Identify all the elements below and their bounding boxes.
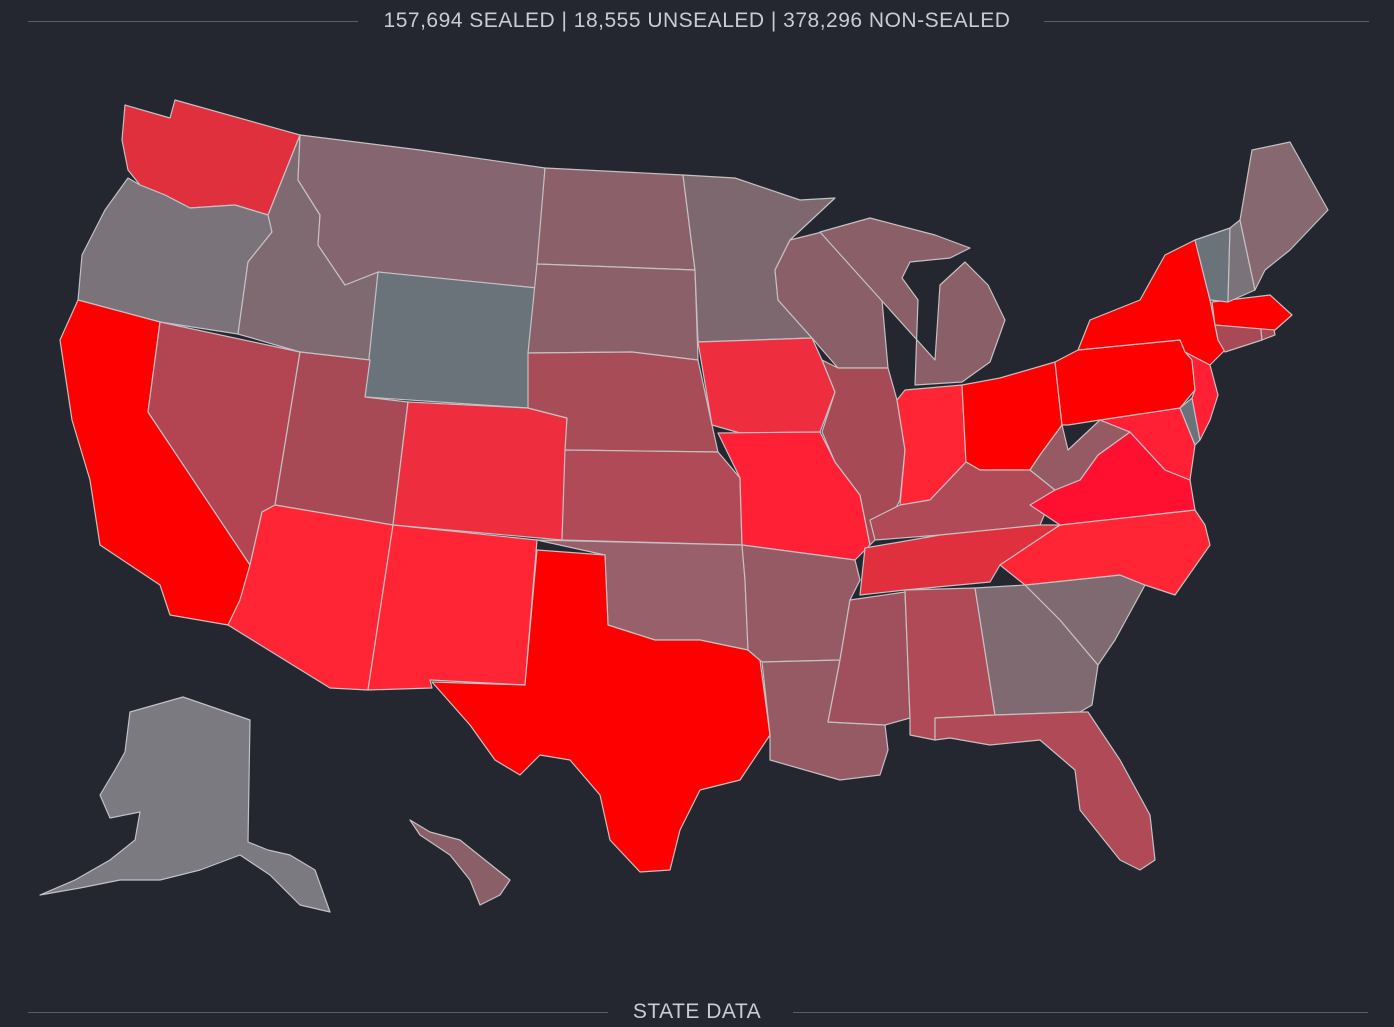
state-WY[interactable] xyxy=(364,271,538,409)
state-HI[interactable] xyxy=(409,819,511,906)
state-ME[interactable] xyxy=(1239,141,1329,291)
footer-rule-left xyxy=(28,1012,608,1013)
state-NM[interactable] xyxy=(367,524,538,691)
state-TX[interactable] xyxy=(431,549,771,873)
state-FL[interactable] xyxy=(934,711,1156,871)
state-MA[interactable] xyxy=(1211,294,1293,331)
state-MT[interactable] xyxy=(297,134,546,289)
state-MI[interactable] xyxy=(819,217,1006,386)
state-NJ[interactable] xyxy=(1184,351,1219,441)
header-rule-left xyxy=(28,21,358,22)
state-IA[interactable] xyxy=(697,337,836,434)
state-AK[interactable] xyxy=(39,696,331,913)
state-KS[interactable] xyxy=(561,449,743,546)
section-title: STATE DATA xyxy=(632,1000,762,1023)
state-CO[interactable] xyxy=(392,401,568,541)
state-ND[interactable] xyxy=(536,167,696,271)
summary-counts: 157,694 SEALED | 18,555 UNSEALED | 378,2… xyxy=(383,9,1011,32)
header-rule-right xyxy=(1044,21,1369,22)
state-SD[interactable] xyxy=(527,263,699,361)
footer-rule-right xyxy=(793,1012,1368,1013)
state-WV[interactable] xyxy=(1029,419,1131,491)
